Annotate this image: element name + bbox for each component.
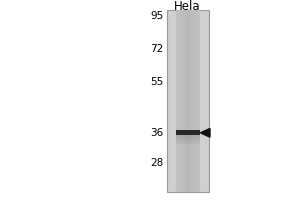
Bar (176, 10, 200, 192)
Bar (167, 10, 208, 192)
Bar (183, 10, 184, 192)
Bar (176, 140, 200, 142)
Bar (181, 10, 182, 192)
Bar (185, 10, 186, 192)
Text: 36: 36 (150, 128, 164, 138)
Bar (179, 10, 180, 192)
Bar (196, 10, 197, 192)
Bar (177, 10, 178, 192)
Bar (192, 10, 193, 192)
Bar (176, 139, 200, 140)
Text: 28: 28 (150, 158, 164, 168)
Bar (188, 10, 189, 192)
Bar (195, 10, 196, 192)
Text: Hela: Hela (174, 0, 201, 14)
Bar (178, 10, 179, 192)
Bar (199, 10, 200, 192)
Bar (190, 10, 191, 192)
Bar (191, 10, 192, 192)
Text: 95: 95 (150, 11, 164, 21)
Bar (194, 10, 195, 192)
Bar (187, 10, 188, 192)
Text: 72: 72 (150, 44, 164, 54)
Bar (189, 10, 190, 192)
Bar (176, 135, 200, 137)
Bar (180, 10, 181, 192)
Polygon shape (200, 128, 210, 137)
Bar (182, 10, 183, 192)
Bar (198, 10, 199, 192)
Bar (176, 10, 177, 192)
Bar (176, 137, 200, 139)
Bar (176, 142, 200, 144)
Bar (186, 10, 187, 192)
Bar (197, 10, 198, 192)
Bar (193, 10, 194, 192)
Text: 55: 55 (150, 77, 164, 87)
Bar (184, 10, 185, 192)
Bar (176, 130, 200, 135)
